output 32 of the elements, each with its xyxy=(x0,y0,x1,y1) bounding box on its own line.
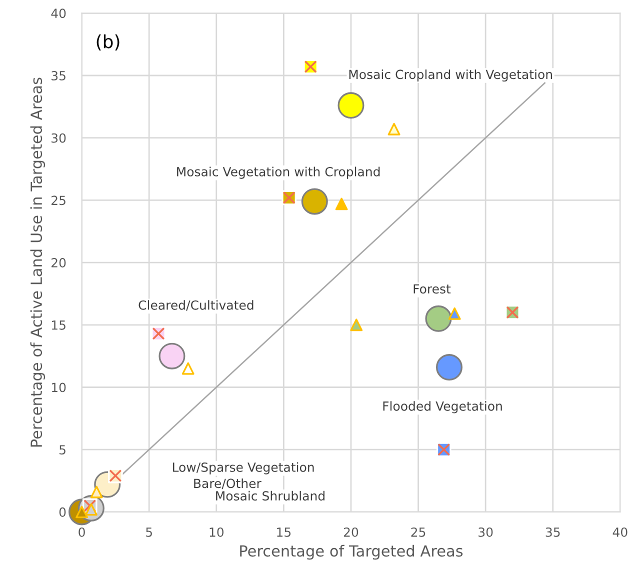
x-axis-title: Percentage of Targeted Areas xyxy=(240,544,463,560)
x-tick-label: 40 xyxy=(612,527,628,537)
x-tick-label: 35 xyxy=(546,527,560,537)
annotation: Low/Sparse Vegetation xyxy=(172,462,314,474)
x-tick-label: 15 xyxy=(277,528,291,537)
annotation: Forest xyxy=(414,284,451,294)
annotation: Flooded Vegetation xyxy=(383,401,502,414)
y-tick-label: 5 xyxy=(60,445,66,455)
y-tick-label: 20 xyxy=(52,258,66,268)
y-tick-label: 15 xyxy=(52,320,66,330)
point xyxy=(388,122,400,136)
y-tick-label: 25 xyxy=(52,196,66,206)
y-tick-label: 35 xyxy=(52,70,66,80)
x-tick-label: 10 xyxy=(210,527,224,537)
annotation: (b) xyxy=(96,34,120,50)
x-tick-label: 5 xyxy=(146,528,152,537)
x-tick-label: 30 xyxy=(478,527,493,537)
y-tick-label: 30 xyxy=(52,133,66,143)
x-tick-label: 0 xyxy=(78,527,85,537)
x-tick-label: 20 xyxy=(344,527,358,537)
annotation: Cleared/Cultivated xyxy=(138,300,254,311)
annotation: Bare/Other xyxy=(194,478,262,490)
annotation: Mosaic Cropland with Vegetation xyxy=(349,69,552,82)
annotation: Mosaic Shrubland xyxy=(216,490,324,501)
x-tick-label: 25 xyxy=(411,527,426,537)
y-tick-label: 40 xyxy=(51,8,66,18)
point xyxy=(335,198,348,210)
point xyxy=(182,362,194,375)
annotation: Mosaic Vegetation with Cropland xyxy=(177,166,380,179)
y-tick-label: 10 xyxy=(52,382,66,392)
y-tick-label: 0 xyxy=(59,507,66,517)
y-axis-title: Percentage of Active Land Use in Targeted Areas xyxy=(30,78,46,447)
